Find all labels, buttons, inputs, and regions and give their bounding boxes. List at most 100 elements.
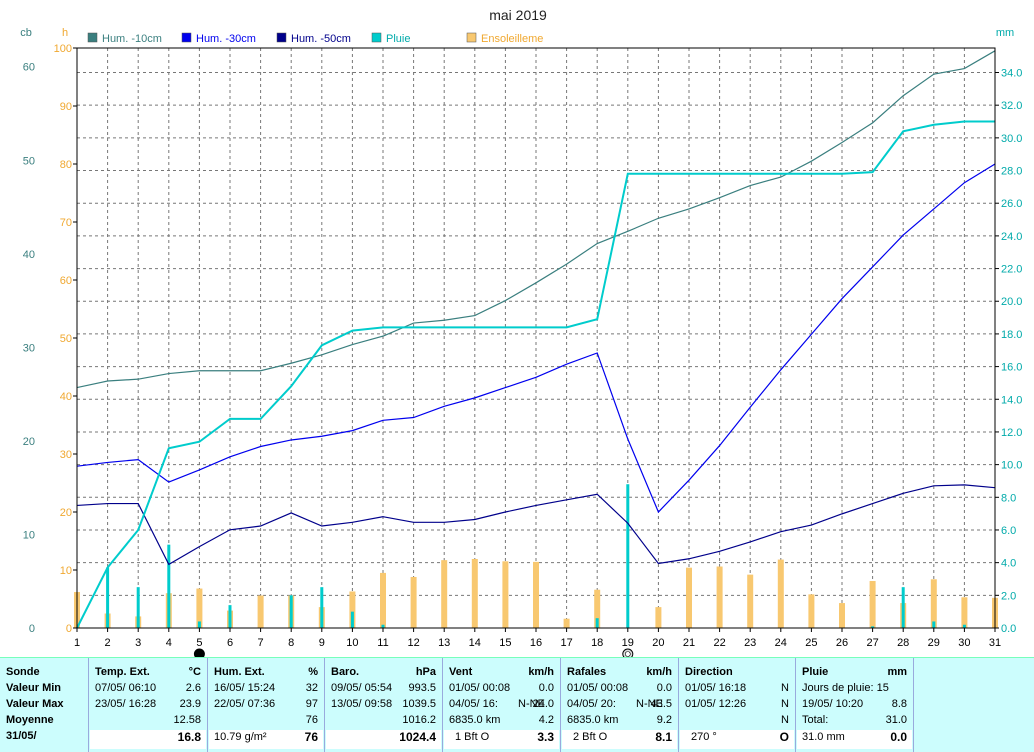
sunshine-bar — [777, 559, 784, 628]
x-tick-label: 26 — [836, 637, 848, 649]
pluie-rain-days: Jours de pluie: 15 — [802, 682, 889, 694]
y-tick-label: 30.0 — [1001, 133, 1022, 145]
direction-max: N — [781, 698, 789, 710]
pluie-max-time: 19/05/ 10:20 — [802, 698, 864, 710]
rafales-distance: 6835.0 km — [567, 714, 619, 726]
pluie-total-label: Total: — [802, 714, 829, 726]
axis-ticks: 1 2 3 4 5 6 7 8 9 10 11 12 13 14 15 16 17 18 19 20 21 22 23 24 2… — [23, 43, 1022, 657]
new-moon-icon — [193, 648, 205, 657]
temp-max: 23.9 — [179, 698, 201, 710]
stats-col-pluie: Pluie mm Jours de pluie: 15 19/05/ 10:20 8… — [795, 658, 913, 752]
rain-daily-bar — [136, 587, 140, 628]
hum-max: 97 — [305, 698, 318, 710]
legend-swatch — [371, 32, 382, 43]
sunshine-bar — [716, 566, 723, 628]
hum-max-time: 22/05/ 07:36 — [214, 698, 276, 710]
rain-daily-bar — [350, 611, 354, 628]
baro-min-time: 09/05/ 05:54 — [331, 682, 393, 694]
hum-abs: 10.79 g/m² — [214, 731, 267, 743]
y-tick-label: 90 — [60, 101, 72, 113]
hum-header: Hum. Ext. — [214, 666, 265, 678]
sunshine-bar — [349, 591, 356, 628]
temp-min-time: 07/05/ 06:10 — [95, 682, 157, 694]
vent-max-dir: N-NE — [518, 698, 545, 710]
x-tick-label: 18 — [591, 637, 603, 649]
y-tick-label: 80 — [60, 159, 72, 171]
x-tick-label: 1 — [74, 637, 80, 649]
sunshine-bar — [563, 618, 570, 628]
direction-avg: N — [781, 714, 789, 726]
temp-min: 2.6 — [185, 682, 201, 694]
series-line — [76, 120, 995, 629]
y-tick-label: 0.0 — [1001, 623, 1016, 635]
series-line — [76, 484, 996, 566]
sunshine-bar — [441, 560, 448, 628]
series-line — [76, 50, 996, 389]
sunshine-bar — [930, 579, 937, 628]
x-tick-label: 28 — [897, 637, 909, 649]
plot-frame — [76, 47, 996, 629]
baro-unit: hPa — [415, 666, 436, 678]
y-tick-label: 6.0 — [1001, 525, 1016, 537]
x-tick-label: 24 — [775, 637, 787, 649]
rafales-header: Rafales — [567, 666, 607, 678]
pluie-unit: mm — [887, 666, 907, 678]
y-tick-label: 100 — [54, 43, 72, 55]
rafales-bft: 2 Bft O — [573, 731, 608, 743]
vent-max: 24.0 — [532, 698, 554, 710]
y-tick-label: 10 — [23, 529, 35, 541]
y-tick-label: 20.0 — [1001, 296, 1022, 308]
sunshine-bar — [839, 603, 845, 628]
sunshine-bar — [808, 594, 815, 628]
stats-col-vent: Vent km/h 01/05/ 00:08 0.0 04/05/ 16: N-NE 2… — [442, 658, 560, 752]
rain-daily-bar — [901, 587, 905, 628]
sunshine-bar — [533, 561, 539, 628]
x-tick-label: 3 — [135, 637, 141, 649]
rain-daily-bar — [962, 624, 966, 628]
vent-distance: 6835.0 km — [449, 714, 501, 726]
rafales-unit: km/h — [646, 666, 672, 678]
x-tick-label: 30 — [958, 637, 970, 649]
x-tick-label: 13 — [438, 637, 450, 649]
direction-min-time: 01/05/ 16:18 — [685, 682, 747, 694]
sunshine-bar — [380, 572, 386, 628]
x-tick-label: 4 — [166, 637, 172, 649]
legend-entry: Ensoleilleme — [481, 33, 543, 45]
x-tick-label: 2 — [105, 637, 111, 649]
y-tick-label: 60 — [60, 275, 72, 287]
rain-daily-bar — [381, 624, 385, 628]
y-tick-label: 32.0 — [1001, 100, 1022, 112]
y-tick-label: 34.0 — [1001, 68, 1022, 80]
grid — [77, 48, 995, 628]
sun-axis-unit: h — [62, 27, 68, 39]
rain-daily-bar — [167, 544, 171, 628]
x-tick-label: 11 — [377, 637, 388, 649]
pluie-max: 8.8 — [891, 698, 907, 710]
x-tick-label: 25 — [805, 637, 817, 649]
baro-avg: 1016.2 — [402, 714, 436, 726]
sunshine-bar — [686, 567, 692, 628]
sunshine-bar — [410, 576, 417, 628]
sunshine-bar — [594, 589, 601, 628]
vent-bft: 1 Bft O — [455, 731, 490, 743]
legend: Hum. -10cm Hum. -30cm Hum. -50cm Pluie Ensol… — [87, 32, 543, 45]
rain-daily-bar — [871, 626, 875, 628]
x-tick-label: 31 — [989, 637, 1001, 649]
y-tick-label: 14.0 — [1001, 394, 1022, 406]
rain-daily-bar — [228, 605, 232, 628]
y-tick-label: 30 — [60, 449, 72, 461]
y-tick-label: 2.0 — [1001, 590, 1016, 602]
direction-header: Direction — [685, 666, 733, 678]
x-tick-label: 15 — [499, 637, 511, 649]
series-line — [76, 163, 996, 514]
rain-daily-bar — [320, 587, 324, 628]
hum-unit: % — [308, 666, 318, 678]
full-moon-icon-inner — [624, 651, 631, 657]
x-tick-label: 16 — [530, 637, 542, 649]
y-tick-label: 0 — [66, 623, 72, 635]
sunshine-bar — [655, 607, 662, 628]
right-axis-unit: mm — [996, 27, 1014, 39]
y-tick-label: 18.0 — [1001, 329, 1022, 341]
x-tick-label: 8 — [288, 637, 294, 649]
stats-col-empty — [913, 658, 1034, 752]
